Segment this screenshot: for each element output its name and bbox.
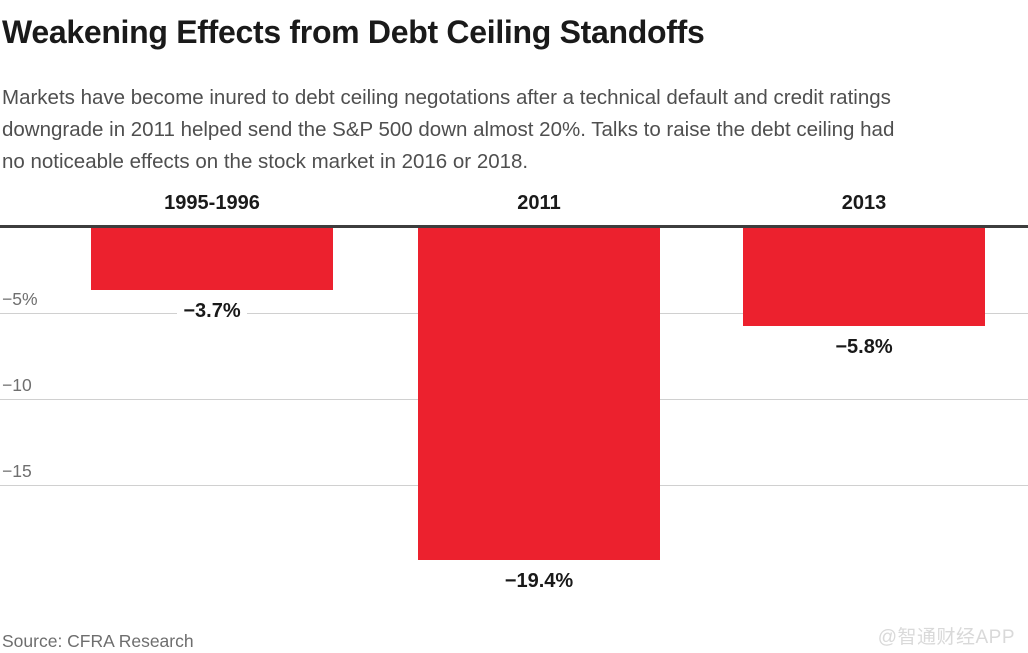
bar	[91, 228, 333, 290]
subtitle-line-1: Markets have become inured to debt ceili…	[2, 86, 891, 109]
x-axis-zero-line	[0, 225, 1028, 228]
bar-value-text: −19.4%	[498, 570, 580, 592]
y-tick-label: −5%	[2, 289, 38, 309]
chart-subtitle: Markets have become inured to debt ceili…	[2, 82, 1022, 178]
category-label: 2011	[517, 192, 561, 214]
bar-value-text: −5.8%	[829, 336, 899, 358]
bar	[418, 228, 660, 560]
category-label: 2013	[841, 192, 887, 214]
bar	[743, 228, 985, 326]
bar-value-label: −3.7%	[91, 300, 333, 323]
subtitle-line-3: no noticeable effects on the stock marke…	[2, 150, 529, 173]
bar-value-text: −3.7%	[177, 300, 247, 322]
page-title: Weakening Effects from Debt Ceiling Stan…	[2, 14, 705, 50]
source-note: Source: CFRA Research	[2, 631, 194, 651]
subtitle-line-2: downgrade in 2011 helped send the S&P 50…	[2, 118, 895, 141]
y-tick-label: −10	[2, 375, 32, 395]
category-label: 1995-1996	[164, 192, 260, 214]
y-tick-label: −15	[2, 461, 32, 481]
bar-value-label: −19.4%	[418, 570, 660, 593]
bar-value-label: −5.8%	[743, 336, 985, 359]
watermark: @智通财经APP	[877, 627, 1015, 648]
